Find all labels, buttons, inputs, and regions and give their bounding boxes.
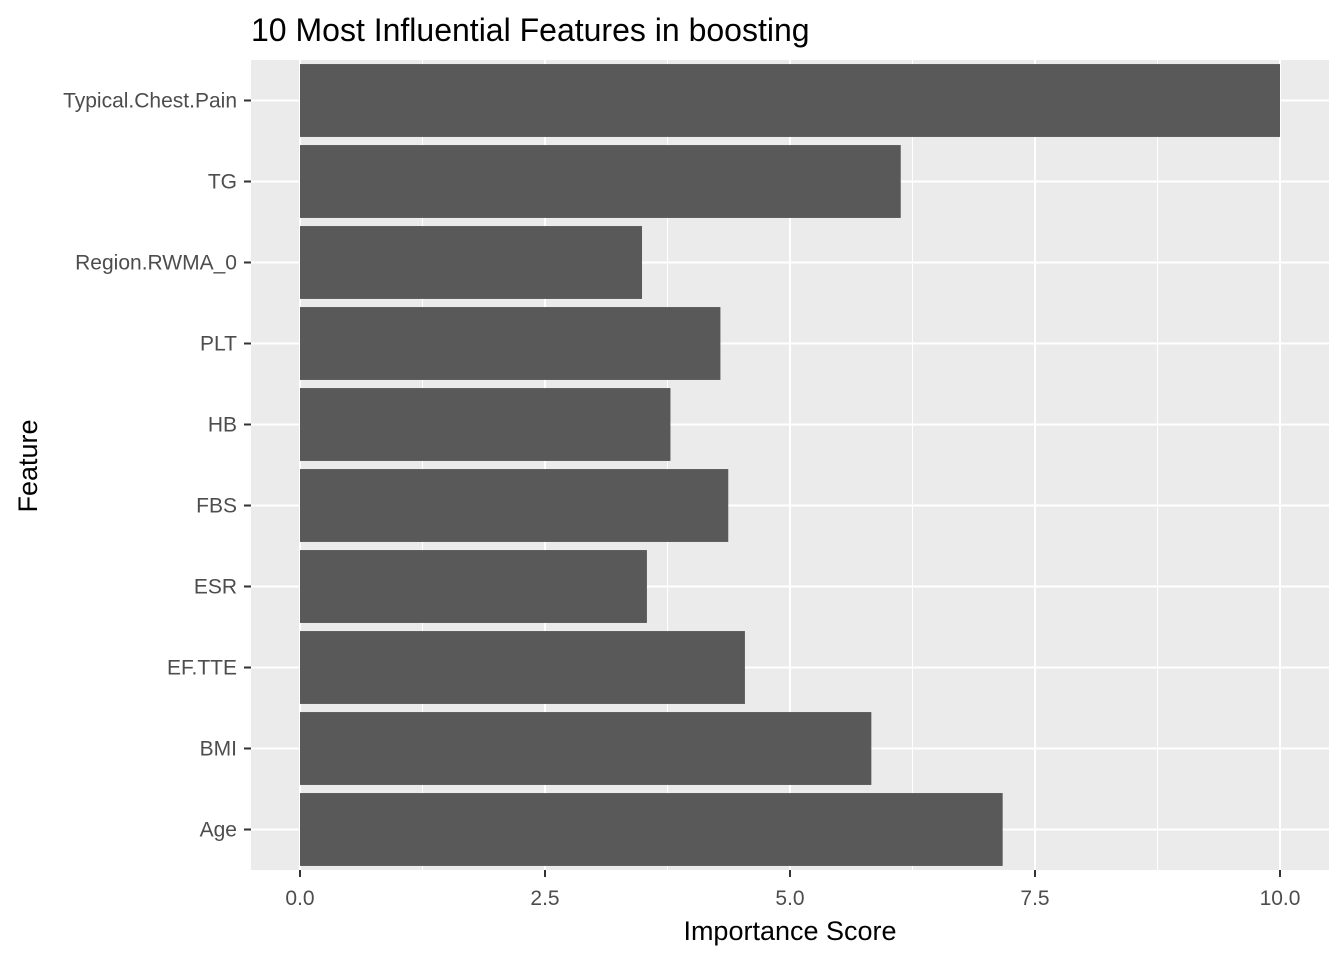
bar xyxy=(300,631,745,704)
bar xyxy=(300,388,671,461)
y-tick-label: PLT xyxy=(200,333,237,356)
x-tick-label: 10.0 xyxy=(1260,887,1301,910)
bar xyxy=(300,307,721,380)
y-axis-title: Feature xyxy=(13,419,43,512)
y-tick-label: EF.TTE xyxy=(167,657,237,680)
y-tick-label: FBS xyxy=(196,495,237,518)
y-tick-label: Typical.Chest.Pain xyxy=(63,90,237,113)
x-tick-label: 2.5 xyxy=(530,887,559,910)
bars xyxy=(300,64,1280,866)
bar xyxy=(300,469,729,542)
y-tick-label: Region.RWMA_0 xyxy=(75,252,237,275)
x-tick-label: 0.0 xyxy=(285,887,314,910)
y-tick-label: HB xyxy=(208,414,237,437)
y-tick-label: BMI xyxy=(200,738,237,761)
x-tick-label: 5.0 xyxy=(775,887,804,910)
y-tick-label: TG xyxy=(208,171,237,194)
x-axis-title: Importance Score xyxy=(683,916,896,946)
bar xyxy=(300,550,647,623)
y-tick-label: Age xyxy=(200,819,237,842)
bar xyxy=(300,793,1003,866)
chart-title: 10 Most Influential Features in boosting xyxy=(251,12,810,48)
y-tick-label: ESR xyxy=(194,576,237,599)
bar xyxy=(300,145,901,218)
x-axis: 0.0 2.5 5.0 7.5 10.0 xyxy=(285,870,1300,910)
x-tick-label: 7.5 xyxy=(1020,887,1049,910)
bar xyxy=(300,64,1280,137)
bar xyxy=(300,712,872,785)
y-axis: Age BMI EF.TTE ESR FBS HB PLT Region.RWMA_0 TG Ty… xyxy=(63,90,251,842)
bar xyxy=(300,226,643,299)
